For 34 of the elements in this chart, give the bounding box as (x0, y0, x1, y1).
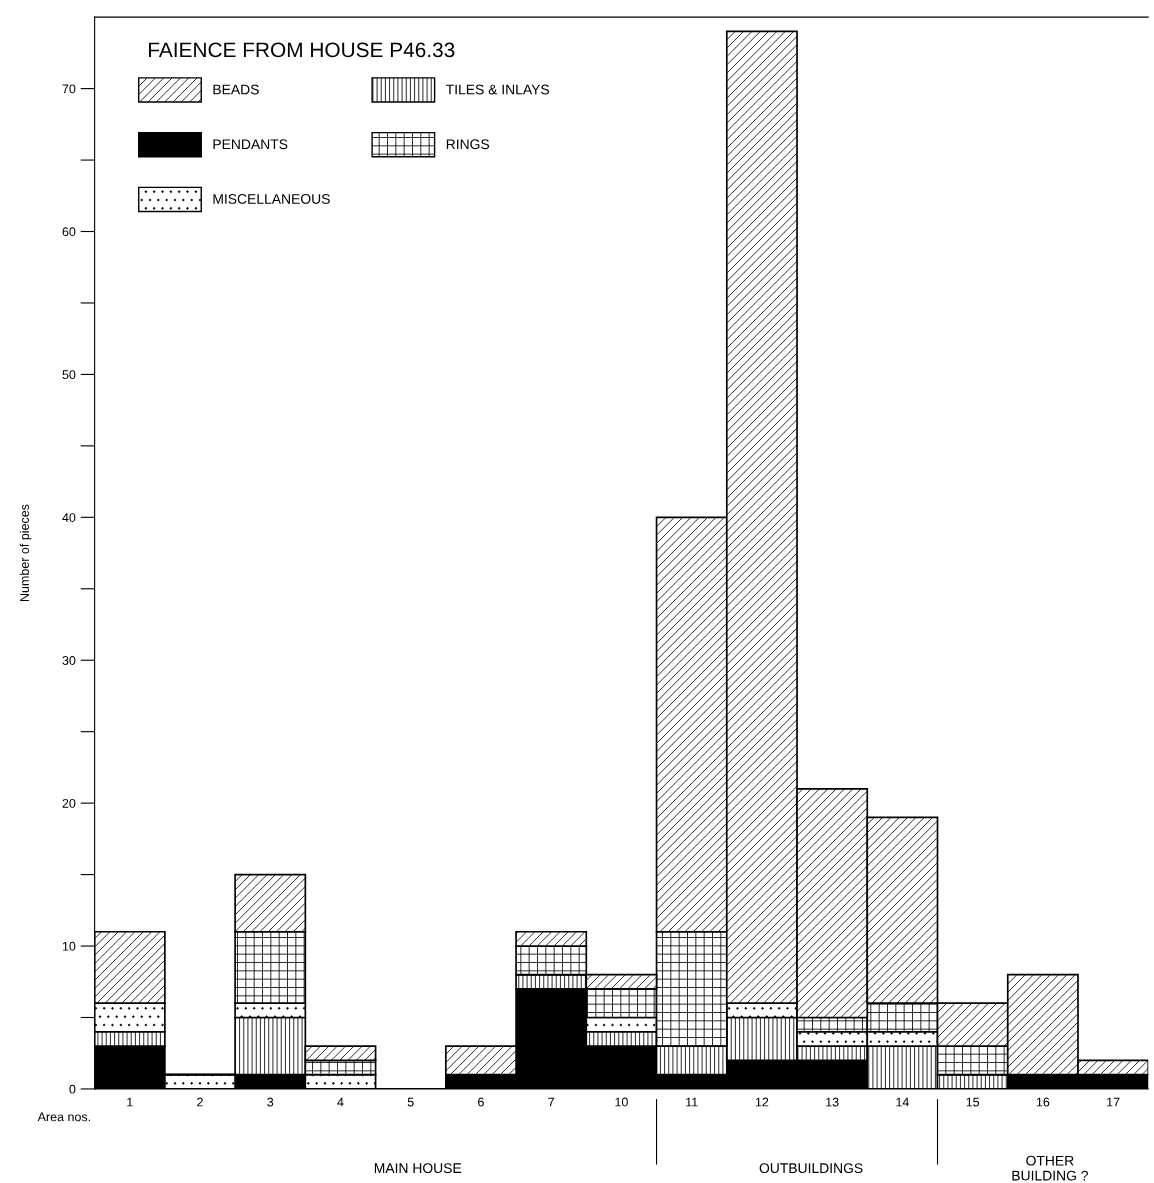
text: MAIN HOUSE (374, 1163, 462, 1174)
y-tick-label: 70 (62, 84, 76, 94)
y-tick-label: 40 (62, 513, 76, 522)
x-tick-label: 12 (755, 1097, 769, 1107)
legend-label: BEADS (213, 84, 259, 95)
legend-label: RINGS (446, 139, 490, 150)
y-tick-label: 10 (62, 941, 76, 951)
y-axis-title: Number of pieces (19, 504, 32, 601)
y-tick-label: 60 (62, 227, 76, 237)
x-tick-label: 11 (686, 1097, 698, 1107)
x-tick-label: 3 (267, 1097, 274, 1107)
x-tick-label: 15 (966, 1097, 980, 1107)
x-tick-label: 16 (1036, 1097, 1050, 1107)
y-tick-label: 20 (62, 798, 76, 808)
legend-label: TILES & INLAYS (446, 84, 550, 95)
x-tick-label: 1 (127, 1097, 133, 1107)
x-tick-label: 17 (1107, 1097, 1120, 1107)
x-tick-label: 6 (478, 1097, 484, 1107)
x-tick-label: 10 (615, 1097, 628, 1107)
text: OUTBUILDINGS (759, 1163, 863, 1174)
text: Area nos. (37, 1112, 90, 1122)
x-tick-label: 2 (197, 1097, 203, 1107)
x-tick-label: 13 (826, 1097, 839, 1107)
y-tick-label: 30 (62, 656, 76, 665)
y-tick-label: 0 (69, 1084, 76, 1094)
legend-label: PENDANTS (213, 139, 288, 150)
text: FAIENCE FROM HOUSE P46.33 (149, 42, 455, 58)
x-tick-label: 5 (407, 1097, 414, 1107)
x-tick-label: 7 (548, 1097, 555, 1107)
text: OTHER BUILDING ? (1012, 1155, 1088, 1181)
y-tick-label: 50 (62, 370, 76, 380)
x-tick-label: 4 (337, 1097, 344, 1107)
x-tick-label: 14 (896, 1097, 909, 1107)
legend-label: MISCELLANEOUS (213, 194, 330, 204)
